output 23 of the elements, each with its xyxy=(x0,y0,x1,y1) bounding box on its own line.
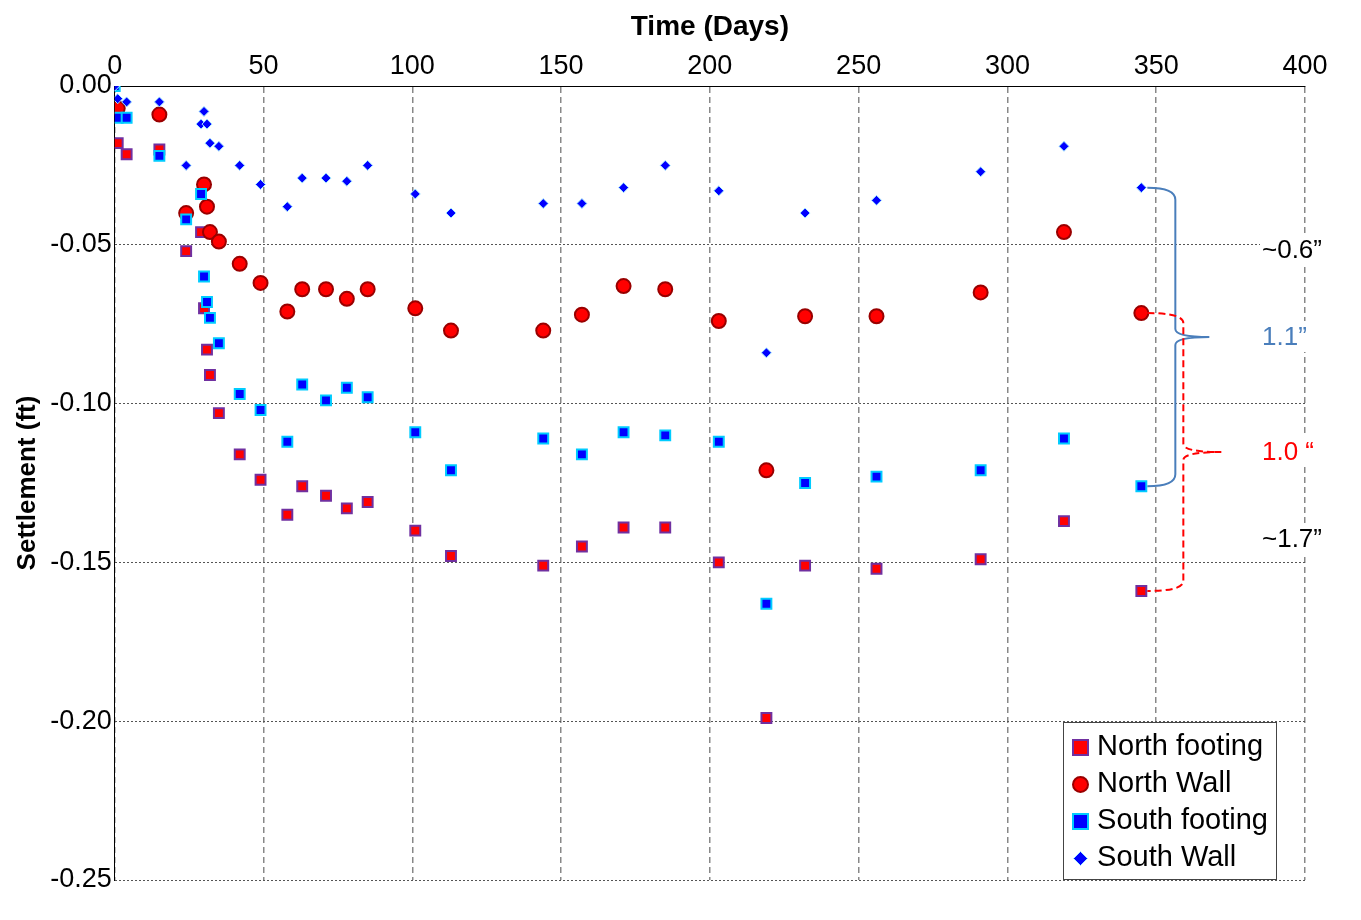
x-tick-label: 300 xyxy=(984,50,1030,81)
annotation: 1.1” xyxy=(1260,320,1309,352)
legend-label: South footing xyxy=(1096,802,1268,837)
y-tick-label: -0.05 xyxy=(50,228,112,259)
legend-label: South Wall xyxy=(1096,839,1238,874)
annotation: ~1.7” xyxy=(1260,522,1324,554)
y-tick-label: -0.25 xyxy=(50,863,112,894)
x-tick-label: 150 xyxy=(538,50,584,81)
annotation: ~0.6” xyxy=(1260,234,1324,266)
x-tick-label: 250 xyxy=(836,50,882,81)
x-axis-title: Time (Days) xyxy=(630,9,789,41)
legend-label: North Wall xyxy=(1096,765,1233,800)
annotation: 1.0 “ xyxy=(1260,436,1317,468)
x-tick-label: 400 xyxy=(1282,50,1328,81)
x-tick-label: 50 xyxy=(248,50,279,81)
y-tick-label: -0.20 xyxy=(50,704,112,735)
y-tick-label: -0.15 xyxy=(50,545,112,576)
x-tick-label: 350 xyxy=(1133,50,1179,81)
x-tick-label: 100 xyxy=(389,50,435,81)
y-tick-label: -0.10 xyxy=(50,387,112,418)
x-tick-label: 200 xyxy=(687,50,733,81)
legend-label: North footing xyxy=(1096,728,1265,763)
y-axis-title: Settlement (ft) xyxy=(10,395,41,571)
